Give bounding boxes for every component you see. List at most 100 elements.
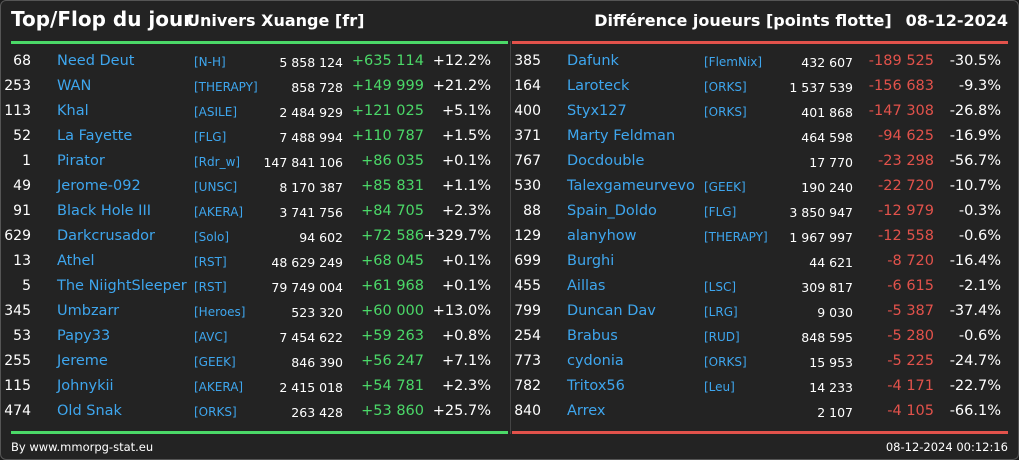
alliance-tag-link[interactable]: [ORKS]: [704, 105, 747, 119]
points-difference: -5 280: [887, 328, 934, 344]
top-row: 113 Khal [ASILE] 2 484 929 +121 025 +5.1%: [1, 98, 501, 123]
percent-change: +2.3%: [442, 203, 491, 219]
player-name-link[interactable]: Old Snak: [57, 403, 122, 419]
player-name-link[interactable]: Athel: [57, 253, 95, 269]
alliance-tag-link[interactable]: [GEEK]: [704, 180, 746, 194]
player-points: 15 953: [809, 355, 853, 370]
player-points: 464 598: [801, 130, 853, 145]
points-difference: -156 683: [868, 78, 934, 94]
top-list: 68 Need Deut [N-H] 5 858 124 +635 114 +12.2% 2…: [1, 48, 501, 423]
player-name-link[interactable]: Umbzarr: [57, 303, 120, 319]
alliance-tag-link[interactable]: [AKERA]: [194, 380, 244, 394]
player-name-link[interactable]: Need Deut: [57, 53, 135, 69]
player-rank: 629: [4, 228, 31, 244]
alliance-tag-link[interactable]: [FLG]: [704, 205, 737, 219]
alliance-tag-link[interactable]: [THERAPY]: [704, 230, 768, 244]
player-name-link[interactable]: Marty Feldman: [567, 128, 676, 144]
percent-change: -22.7%: [949, 378, 1001, 394]
player-name-link[interactable]: Dafunk: [567, 53, 619, 69]
alliance-tag-link[interactable]: [FLG]: [194, 130, 227, 144]
percent-change: +1.1%: [442, 178, 491, 194]
player-name-link[interactable]: Aillas: [567, 278, 606, 294]
percent-change: -9.3%: [958, 78, 1001, 94]
alliance-tag-link[interactable]: [GEEK]: [194, 355, 236, 369]
alliance-tag-link[interactable]: [ORKS]: [194, 405, 237, 419]
flop-divider-bar: [512, 41, 1008, 44]
player-points: 2 107: [817, 405, 853, 420]
percent-change: +0.1%: [442, 253, 491, 269]
player-name-link[interactable]: Talexgameurvevo: [567, 178, 695, 194]
points-difference: +121 025: [351, 103, 424, 119]
player-name-link[interactable]: WAN: [57, 78, 92, 94]
percent-change: +1.5%: [442, 128, 491, 144]
points-difference: -4 171: [887, 378, 934, 394]
percent-change: +12.2%: [432, 53, 491, 69]
player-name-link[interactable]: Jerome-092: [57, 178, 141, 194]
player-name-link[interactable]: Jereme: [57, 353, 108, 369]
percent-change: -24.7%: [949, 353, 1001, 369]
player-rank: 91: [13, 203, 31, 219]
alliance-tag-link[interactable]: [FlemNix]: [704, 55, 763, 69]
player-points: 48 629 249: [271, 255, 343, 270]
player-name-link[interactable]: The NiightSleeper: [57, 278, 187, 294]
player-name-link[interactable]: cydonia: [567, 353, 624, 369]
alliance-tag-link[interactable]: [N-H]: [194, 55, 226, 69]
alliance-tag-link[interactable]: [AKERA]: [194, 205, 244, 219]
points-difference: +85 831: [361, 178, 424, 194]
alliance-tag-link[interactable]: [RUD]: [704, 330, 740, 344]
top-row: 253 WAN [THERAPY] 858 728 +149 999 +21.2%: [1, 73, 501, 98]
player-points: 5 858 124: [279, 55, 343, 70]
player-name-link[interactable]: Johnykii: [57, 378, 114, 394]
player-name-link[interactable]: Spain_Doldo: [567, 203, 657, 219]
player-name-link[interactable]: Arrex: [567, 403, 606, 419]
player-name-link[interactable]: Burghi: [567, 253, 615, 269]
alliance-tag-link[interactable]: [THERAPY]: [194, 80, 258, 94]
player-name-link[interactable]: Black Hole III: [57, 203, 152, 219]
alliance-tag-link[interactable]: [AVC]: [194, 330, 228, 344]
top-row: 53 Papy33 [AVC] 7 454 622 +59 263 +0.8%: [1, 323, 501, 348]
percent-change: +13.0%: [432, 303, 491, 319]
percent-change: -2.1%: [958, 278, 1001, 294]
player-name-link[interactable]: Papy33: [57, 328, 111, 344]
points-difference: +53 860: [361, 403, 424, 419]
flop-row: 530 Talexgameurvevo [GEEK] 190 240 -22 720 -1…: [511, 173, 1011, 198]
alliance-tag-link[interactable]: [LSC]: [704, 280, 737, 294]
alliance-tag-link[interactable]: [RST]: [194, 280, 227, 294]
percent-change: +0.1%: [442, 278, 491, 294]
flop-row: 455 Aillas [LSC] 309 817 -6 615 -2.1%: [511, 273, 1011, 298]
player-points: 401 868: [801, 105, 853, 120]
player-rank: 129: [514, 228, 541, 244]
alliance-tag-link[interactable]: [LRG]: [704, 305, 738, 319]
alliance-tag-link[interactable]: [Heroes]: [194, 305, 246, 319]
player-name-link[interactable]: Pirator: [57, 153, 105, 169]
player-name-link[interactable]: Duncan Dav: [567, 303, 656, 319]
player-name-link[interactable]: alanyhow: [567, 228, 637, 244]
alliance-tag-link[interactable]: [ASILE]: [194, 105, 237, 119]
alliance-tag-link[interactable]: [Leu]: [704, 380, 735, 394]
player-name-link[interactable]: Khal: [57, 103, 89, 119]
player-rank: 767: [514, 153, 541, 169]
alliance-tag-link[interactable]: [ORKS]: [704, 355, 747, 369]
player-name-link[interactable]: Darkcrusador: [57, 228, 156, 244]
percent-change: +2.3%: [442, 378, 491, 394]
player-name-link[interactable]: Docdouble: [567, 153, 645, 169]
player-name-link[interactable]: Tritox56: [567, 378, 625, 394]
alliance-tag-link[interactable]: [Solo]: [194, 230, 229, 244]
flop-row: 782 Tritox56 [Leu] 14 233 -4 171 -22.7%: [511, 373, 1011, 398]
alliance-tag-link[interactable]: [Rdr_w]: [194, 155, 241, 169]
player-points: 2 415 018: [279, 380, 343, 395]
alliance-tag-link[interactable]: [UNSC]: [194, 180, 238, 194]
generated-timestamp: 08-12-2024 00:12:16: [885, 440, 1008, 454]
player-points: 94 602: [299, 230, 343, 245]
alliance-tag-link[interactable]: [RST]: [194, 255, 227, 269]
player-name-link[interactable]: Styx127: [567, 103, 627, 119]
player-points: 3 850 947: [789, 205, 853, 220]
alliance-tag-link[interactable]: [ORKS]: [704, 80, 747, 94]
player-name-link[interactable]: Laroteck: [567, 78, 630, 94]
player-name-link[interactable]: La Fayette: [57, 128, 133, 144]
player-name-link[interactable]: Brabus: [567, 328, 618, 344]
player-rank: 255: [4, 353, 31, 369]
top-divider-bar: [11, 41, 508, 44]
player-points: 432 607: [801, 55, 853, 70]
player-points: 2 484 929: [279, 105, 343, 120]
